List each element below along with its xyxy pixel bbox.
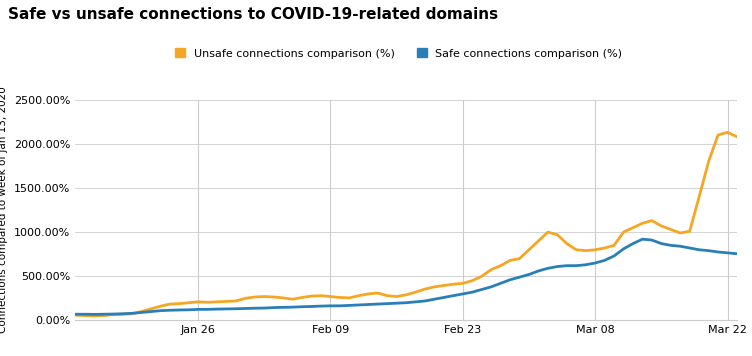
Y-axis label: Connections compared to week of Jan 13, 2020: Connections compared to week of Jan 13, … [0,87,8,334]
Legend: Unsafe connections comparison (%), Safe connections comparison (%): Unsafe connections comparison (%), Safe … [174,48,623,59]
Text: Safe vs unsafe connections to COVID-19-related domains: Safe vs unsafe connections to COVID-19-r… [8,7,498,22]
